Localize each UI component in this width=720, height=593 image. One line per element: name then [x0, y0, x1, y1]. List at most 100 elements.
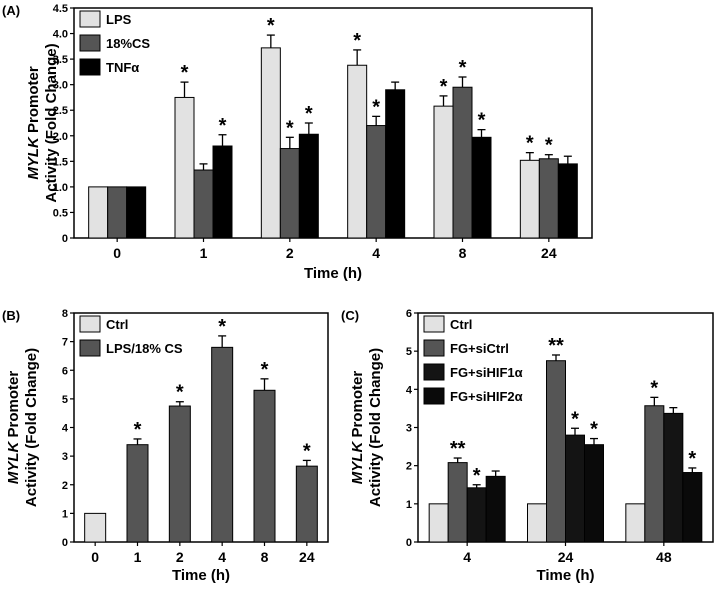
significance-star: *: [545, 135, 553, 157]
significance-star: *: [219, 115, 227, 137]
y-axis-title-gene: MYLK: [5, 441, 22, 485]
significance-star: *: [478, 110, 486, 132]
bar: [663, 412, 684, 543]
legend-label: LPS: [106, 12, 132, 27]
significance-star: *: [176, 382, 184, 404]
y-axis-title-promoter: Promoter: [5, 371, 22, 442]
x-tick-label: 2: [286, 245, 294, 261]
x-tick-label: 1: [134, 549, 142, 565]
y-tick-label: 7: [62, 337, 68, 349]
bar: [211, 346, 234, 543]
legend-label: Ctrl: [106, 317, 128, 332]
x-tick-label: 24: [299, 549, 315, 565]
y-tick-label: 1: [406, 499, 412, 511]
legend-swatch: [423, 363, 445, 381]
bar: [174, 96, 195, 239]
y-axis-title-line1: MYLK Promoter: [349, 371, 366, 485]
bar: [584, 444, 604, 543]
bar: [347, 64, 368, 239]
y-tick-label: 8: [62, 308, 68, 320]
significance-star: *: [571, 408, 579, 430]
bar: [295, 465, 318, 543]
significance-star: *: [134, 419, 142, 441]
y-tick-label: 1.0: [53, 182, 68, 194]
bar: [84, 512, 107, 543]
x-tick-label: 0: [113, 245, 121, 261]
bar: [212, 145, 233, 239]
y-tick-label: 5: [406, 346, 412, 358]
significance-star: *: [650, 377, 658, 399]
significance-star: *: [459, 57, 467, 79]
panel-label: (A): [2, 3, 20, 18]
bar: [385, 89, 406, 239]
bar: [527, 503, 547, 543]
panel-label: (C): [341, 308, 359, 323]
y-axis-title-line2: Activity (Fold Change): [367, 348, 384, 507]
significance-star: *: [353, 30, 361, 52]
significance-star: **: [450, 438, 466, 460]
panel-1: (B) 0 1 2 3 4 5 6 7 8 0 1 * 2 * 4 * 8 * 24 * Time (h) MYLK Pro…: [2, 308, 329, 584]
y-axis-title-line2: Activity (Fold Change): [23, 348, 40, 507]
bar: [298, 133, 319, 239]
legend-label: FG+siHIF1α: [450, 365, 523, 380]
significance-star: *: [688, 448, 696, 470]
y-tick-label: 2.5: [53, 105, 68, 117]
y-axis-title-gene: MYLK: [25, 136, 42, 180]
y-tick-label: 1.5: [53, 156, 68, 168]
legend-label: TNFα: [106, 60, 139, 75]
x-tick-label: 8: [261, 549, 269, 565]
x-axis-title: Time (h): [172, 567, 230, 584]
x-tick-label: 4: [463, 549, 471, 565]
bar: [538, 158, 559, 239]
x-tick-label: 48: [656, 549, 672, 565]
y-tick-label: 3.5: [53, 54, 68, 66]
x-axis-title: Time (h): [304, 265, 362, 282]
y-axis-title-promoter: Promoter: [25, 66, 42, 137]
x-tick-label: 4: [218, 549, 226, 565]
bar: [565, 434, 585, 543]
bar: [546, 360, 566, 543]
bar: [366, 125, 387, 239]
bar: [466, 487, 487, 543]
legend-swatch: [79, 34, 101, 52]
x-tick-label: 2: [176, 549, 184, 565]
significance-star: *: [181, 62, 189, 84]
significance-star: **: [548, 335, 564, 357]
bar: [253, 389, 276, 543]
significance-star: *: [305, 103, 313, 125]
significance-star: *: [590, 419, 598, 441]
bar: [107, 186, 128, 239]
panel-0: (A) 0 0.5 1.0 1.5 2.0 2.5 3.0 3.5 4.0 4.5 0 1 * * 2 * * * 4…: [2, 3, 593, 282]
y-tick-label: 2: [406, 461, 412, 473]
legend-label: FG+siCtrl: [450, 341, 509, 356]
legend-swatch: [79, 339, 101, 357]
x-tick-label: 4: [372, 245, 380, 261]
legend-swatch: [423, 387, 445, 405]
legend-swatch: [423, 315, 445, 333]
legend-swatch: [79, 58, 101, 76]
y-axis-title-line2: Activity (Fold Change): [43, 43, 60, 202]
x-axis-title: Time (h): [536, 567, 594, 584]
bar: [447, 462, 468, 543]
bar: [126, 186, 147, 239]
plot-frame: [73, 7, 593, 239]
y-tick-label: 0.5: [53, 207, 68, 219]
significance-star: *: [267, 15, 275, 37]
x-tick-label: 24: [558, 549, 574, 565]
y-tick-label: 0: [62, 233, 68, 245]
y-tick-label: 4.5: [53, 3, 68, 15]
legend-label: 18%CS: [106, 36, 150, 51]
x-tick-label: 1: [200, 245, 208, 261]
bar: [644, 405, 665, 543]
bar: [682, 472, 703, 543]
y-tick-label: 2: [62, 480, 68, 492]
legend-label: LPS/18% CS: [106, 341, 183, 356]
significance-star: *: [372, 96, 380, 118]
bar: [126, 444, 149, 543]
y-tick-label: 0: [406, 537, 412, 549]
y-tick-label: 1: [62, 508, 68, 520]
y-axis-title-line1: MYLK Promoter: [25, 66, 42, 180]
bar: [88, 186, 109, 239]
legend-swatch: [423, 339, 445, 357]
y-tick-label: 4: [62, 423, 69, 435]
